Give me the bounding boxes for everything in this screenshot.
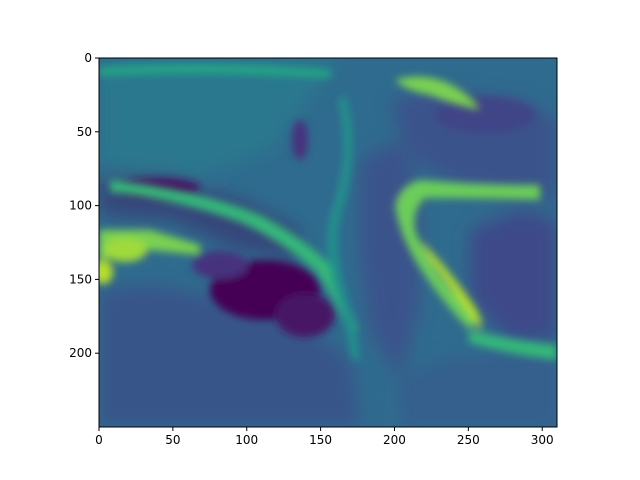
heatmap-bright-vertical-band [327, 95, 360, 360]
x-tick-label: 200 [383, 433, 406, 447]
x-tick-label: 250 [457, 433, 480, 447]
heatmap-bright-spot [103, 238, 147, 262]
heatmap-bright-top-right [395, 76, 480, 110]
heatmap-dark-spot [292, 120, 308, 160]
y-tick-label: 150 [69, 272, 92, 286]
x-tick-label: 50 [165, 433, 180, 447]
heatmap-dark-spot [275, 293, 335, 337]
x-tick-label: 100 [235, 433, 258, 447]
heatmap-region-right [470, 210, 557, 340]
heatmap-bright-band-top [99, 64, 330, 78]
y-tick-label: 0 [84, 51, 92, 65]
y-axis: 0 50 100 150 200 [69, 51, 99, 360]
x-tick-label: 150 [309, 433, 332, 447]
x-tick-label: 300 [531, 433, 554, 447]
heatmap-region-bottom-right [400, 350, 557, 427]
heatmap-bright-curve-right [395, 180, 540, 330]
x-axis: 0 50 100 150 200 250 300 [95, 427, 554, 447]
heatmap-region-upper-left [99, 58, 330, 175]
heatmap-region-lower-left [99, 285, 360, 427]
heatmap-image [99, 58, 557, 427]
heatmap-bright-band-lower-right [468, 330, 557, 360]
x-tick-label: 0 [95, 433, 103, 447]
y-tick-label: 50 [77, 125, 92, 139]
heatmap-dark-spot [435, 97, 535, 133]
plot-frame [98, 57, 558, 428]
heatmap-dark-spot [192, 251, 248, 279]
heatmap-bright-spot-edge [99, 260, 113, 284]
heatmap-bright-streak-diagonal [110, 180, 358, 332]
heatmap-bright-tail [420, 240, 482, 330]
y-tick-label: 100 [69, 199, 92, 213]
y-tick-label: 200 [69, 346, 92, 360]
